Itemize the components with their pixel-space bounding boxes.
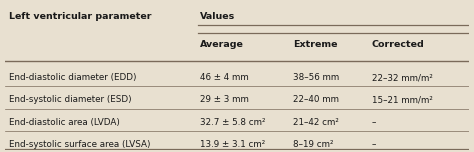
Text: Corrected: Corrected bbox=[372, 40, 424, 49]
Text: Extreme: Extreme bbox=[293, 40, 337, 49]
Text: 46 ± 4 mm: 46 ± 4 mm bbox=[200, 73, 248, 82]
Text: –: – bbox=[372, 140, 376, 149]
Text: End-diastolic area (LVDA): End-diastolic area (LVDA) bbox=[9, 118, 120, 127]
Text: 21–42 cm²: 21–42 cm² bbox=[293, 118, 338, 127]
Text: Average: Average bbox=[200, 40, 244, 49]
Text: End-diastolic diameter (EDD): End-diastolic diameter (EDD) bbox=[9, 73, 137, 82]
Text: 32.7 ± 5.8 cm²: 32.7 ± 5.8 cm² bbox=[200, 118, 265, 127]
Text: 15–21 mm/m²: 15–21 mm/m² bbox=[372, 95, 433, 104]
Text: 13.9 ± 3.1 cm²: 13.9 ± 3.1 cm² bbox=[200, 140, 265, 149]
Text: End-systolic surface area (LVSA): End-systolic surface area (LVSA) bbox=[9, 140, 151, 149]
Text: –: – bbox=[372, 118, 376, 127]
Text: End-systolic diameter (ESD): End-systolic diameter (ESD) bbox=[9, 95, 132, 104]
Text: 22–40 mm: 22–40 mm bbox=[293, 95, 339, 104]
Text: 22–32 mm/m²: 22–32 mm/m² bbox=[372, 73, 433, 82]
Text: Values: Values bbox=[200, 12, 235, 21]
Text: Left ventricular parameter: Left ventricular parameter bbox=[9, 12, 152, 21]
Text: 29 ± 3 mm: 29 ± 3 mm bbox=[200, 95, 249, 104]
Text: 8–19 cm²: 8–19 cm² bbox=[293, 140, 333, 149]
Text: 38–56 mm: 38–56 mm bbox=[293, 73, 339, 82]
